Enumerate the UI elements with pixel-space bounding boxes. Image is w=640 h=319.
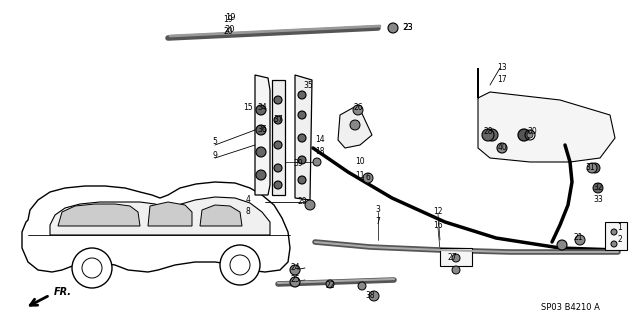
Text: 22: 22 bbox=[325, 280, 335, 290]
Circle shape bbox=[305, 200, 315, 210]
Polygon shape bbox=[295, 75, 312, 200]
Text: 34: 34 bbox=[257, 103, 267, 113]
Circle shape bbox=[274, 181, 282, 189]
Text: 28: 28 bbox=[483, 128, 493, 137]
Text: 2: 2 bbox=[618, 235, 622, 244]
Text: 6: 6 bbox=[365, 174, 371, 182]
Text: 19: 19 bbox=[223, 16, 233, 25]
Text: 19: 19 bbox=[225, 13, 236, 23]
Text: 1: 1 bbox=[618, 224, 622, 233]
Circle shape bbox=[298, 91, 306, 99]
Text: 9: 9 bbox=[212, 151, 218, 160]
Text: 7: 7 bbox=[376, 218, 380, 226]
Polygon shape bbox=[22, 182, 290, 272]
Text: 26: 26 bbox=[353, 103, 363, 113]
Polygon shape bbox=[478, 68, 615, 162]
Text: 18: 18 bbox=[316, 147, 324, 157]
Text: 25: 25 bbox=[290, 276, 300, 285]
Circle shape bbox=[290, 277, 300, 287]
Bar bbox=[440, 248, 472, 266]
Text: 21: 21 bbox=[573, 234, 583, 242]
Text: 33: 33 bbox=[593, 196, 603, 204]
Text: 20: 20 bbox=[225, 26, 236, 34]
Circle shape bbox=[274, 116, 282, 124]
Circle shape bbox=[611, 241, 617, 247]
Circle shape bbox=[298, 176, 306, 184]
Circle shape bbox=[326, 280, 334, 288]
Circle shape bbox=[452, 254, 460, 262]
Text: 8: 8 bbox=[246, 207, 250, 217]
Bar bbox=[605, 222, 627, 250]
Text: 17: 17 bbox=[497, 76, 507, 85]
Text: 16: 16 bbox=[433, 220, 443, 229]
Circle shape bbox=[590, 163, 600, 173]
Polygon shape bbox=[58, 204, 140, 226]
Circle shape bbox=[298, 111, 306, 119]
Circle shape bbox=[350, 120, 360, 130]
Circle shape bbox=[353, 105, 363, 115]
Text: 5: 5 bbox=[212, 137, 218, 146]
Polygon shape bbox=[50, 197, 270, 235]
Text: 20: 20 bbox=[223, 27, 233, 36]
Circle shape bbox=[611, 229, 617, 235]
Text: 23: 23 bbox=[403, 24, 413, 33]
Text: SP03 B4210 A: SP03 B4210 A bbox=[541, 303, 600, 313]
Circle shape bbox=[256, 147, 266, 157]
Text: 3: 3 bbox=[376, 205, 380, 214]
Circle shape bbox=[486, 129, 498, 141]
Circle shape bbox=[557, 240, 567, 250]
Circle shape bbox=[593, 183, 603, 193]
Text: 38: 38 bbox=[365, 291, 375, 300]
Circle shape bbox=[575, 235, 585, 245]
Circle shape bbox=[274, 141, 282, 149]
Circle shape bbox=[527, 132, 533, 138]
Circle shape bbox=[274, 164, 282, 172]
Text: FR.: FR. bbox=[54, 287, 72, 297]
Text: 29: 29 bbox=[297, 197, 307, 206]
Text: 14: 14 bbox=[315, 136, 325, 145]
Circle shape bbox=[369, 291, 379, 301]
Circle shape bbox=[358, 282, 366, 290]
Circle shape bbox=[290, 265, 300, 275]
Polygon shape bbox=[338, 105, 372, 148]
Text: 10: 10 bbox=[355, 158, 365, 167]
Text: 23: 23 bbox=[403, 23, 413, 32]
Circle shape bbox=[298, 134, 306, 142]
Polygon shape bbox=[200, 205, 242, 226]
Circle shape bbox=[256, 125, 266, 135]
Text: 35: 35 bbox=[303, 80, 313, 90]
Circle shape bbox=[388, 23, 398, 33]
Circle shape bbox=[452, 266, 460, 274]
Text: 15: 15 bbox=[243, 103, 253, 113]
Circle shape bbox=[313, 158, 321, 166]
Circle shape bbox=[274, 96, 282, 104]
Text: 32: 32 bbox=[593, 183, 603, 192]
Text: 37: 37 bbox=[273, 115, 283, 124]
Polygon shape bbox=[255, 75, 270, 195]
Text: 13: 13 bbox=[497, 63, 507, 72]
Polygon shape bbox=[148, 202, 192, 226]
Circle shape bbox=[363, 173, 373, 183]
Text: 30: 30 bbox=[527, 128, 537, 137]
Circle shape bbox=[72, 248, 112, 288]
Text: 40: 40 bbox=[497, 144, 507, 152]
Text: 24: 24 bbox=[290, 263, 300, 272]
Text: 31: 31 bbox=[585, 164, 595, 173]
Circle shape bbox=[256, 170, 266, 180]
Circle shape bbox=[587, 163, 597, 173]
Text: 27: 27 bbox=[447, 254, 457, 263]
Text: 11: 11 bbox=[355, 170, 365, 180]
Circle shape bbox=[497, 143, 507, 153]
Text: 12: 12 bbox=[433, 207, 443, 217]
Circle shape bbox=[482, 129, 494, 141]
Circle shape bbox=[220, 245, 260, 285]
Circle shape bbox=[298, 156, 306, 164]
Polygon shape bbox=[272, 80, 285, 195]
Text: 36: 36 bbox=[257, 125, 267, 135]
Text: 39: 39 bbox=[293, 159, 303, 167]
Text: 4: 4 bbox=[246, 196, 250, 204]
Circle shape bbox=[518, 129, 530, 141]
Circle shape bbox=[256, 105, 266, 115]
